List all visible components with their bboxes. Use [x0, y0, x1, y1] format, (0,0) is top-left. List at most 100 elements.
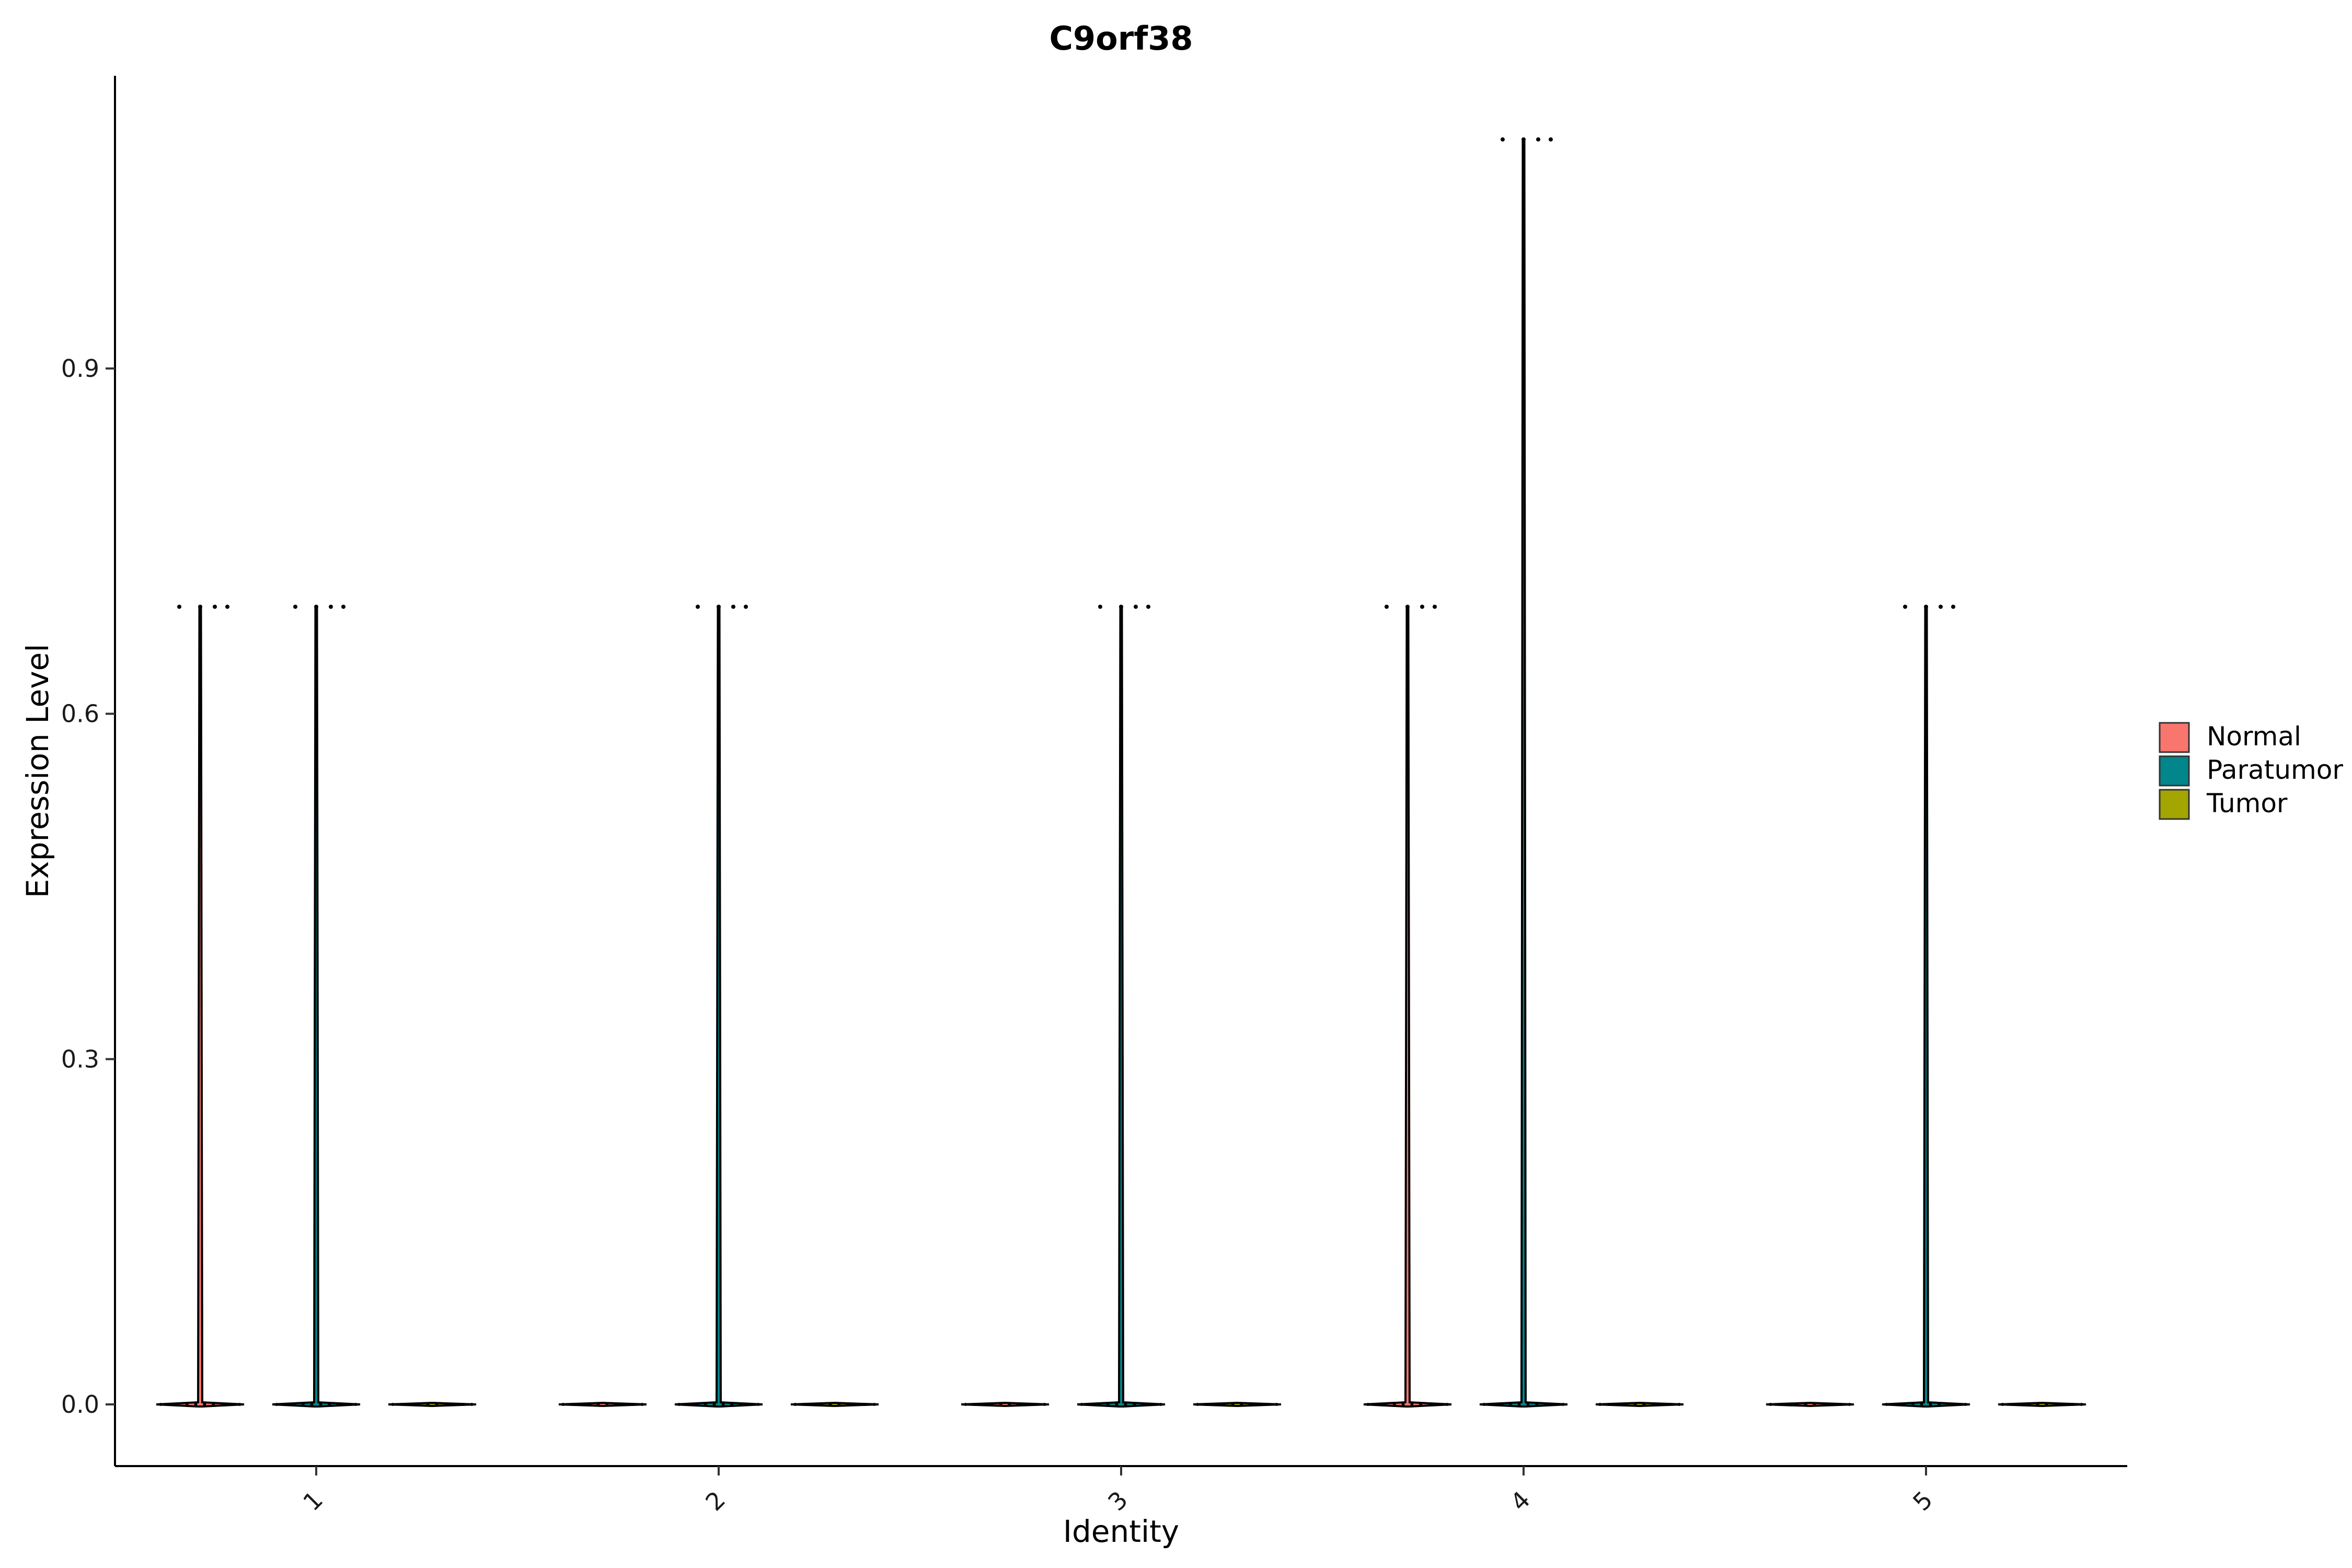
- data-point: [640, 1403, 644, 1406]
- data-point: [756, 1403, 760, 1406]
- data-point: [1924, 604, 1928, 609]
- legend-label: Tumor: [2206, 788, 2288, 818]
- data-point: [1366, 1403, 1370, 1406]
- data-point: [1946, 1403, 1950, 1406]
- data-point: [329, 604, 333, 609]
- data-point: [444, 1403, 447, 1406]
- data-point: [1624, 1403, 1628, 1406]
- data-point: [1521, 137, 1526, 142]
- data-point: [426, 1403, 430, 1406]
- data-point: [846, 1403, 850, 1406]
- data-point: [1903, 604, 1907, 609]
- violin: [1882, 604, 1970, 1408]
- data-point: [982, 1403, 985, 1406]
- data-point: [1633, 1403, 1637, 1406]
- data-point: [229, 1403, 233, 1406]
- data-point: [177, 1403, 180, 1406]
- data-point: [744, 604, 748, 609]
- violin: [1998, 1401, 2086, 1408]
- violin: [558, 1401, 647, 1408]
- data-point: [747, 1403, 751, 1406]
- data-point: [973, 1403, 976, 1406]
- data-point: [159, 1403, 163, 1406]
- violin: [674, 604, 763, 1408]
- violin: [1766, 1401, 1854, 1408]
- data-point: [1142, 1403, 1145, 1406]
- data-point: [1769, 1403, 1772, 1406]
- violin: [388, 1401, 477, 1408]
- data-point: [1482, 1403, 1486, 1406]
- legend-item: Paratumor: [2159, 755, 2343, 787]
- data-point: [811, 1403, 814, 1406]
- data-point: [731, 604, 735, 609]
- violin: [961, 1401, 1050, 1408]
- legend-item: Tumor: [2159, 788, 2288, 820]
- data-point: [1830, 1403, 1834, 1406]
- violin: [1595, 1401, 1684, 1408]
- data-point: [310, 1403, 314, 1406]
- data-point: [1964, 1403, 1967, 1406]
- data-point: [570, 1403, 574, 1406]
- data-point: [168, 1403, 171, 1406]
- data-point: [1501, 137, 1505, 142]
- data-point: [1375, 1403, 1379, 1406]
- data-point: [213, 604, 217, 609]
- data-point: [284, 1403, 287, 1406]
- y-axis-title: Expression Level: [20, 644, 55, 898]
- data-point: [1911, 1403, 1915, 1406]
- data-point: [417, 1403, 421, 1406]
- data-point: [1231, 1403, 1235, 1406]
- violin: [1077, 604, 1166, 1408]
- violin-shape: [1363, 605, 1452, 1408]
- data-point: [1196, 1403, 1200, 1406]
- data-point: [1839, 1403, 1842, 1406]
- data-point: [717, 604, 721, 609]
- data-point: [2045, 1403, 2048, 1406]
- y-tick-label: 0.9: [61, 354, 99, 383]
- y-axis-ticks: 0.0 0.3 0.6 0.9: [61, 354, 115, 1419]
- data-point: [704, 1403, 707, 1406]
- y-tick-label: 0.6: [61, 700, 99, 728]
- data-point: [1115, 1403, 1119, 1406]
- data-point: [1445, 1403, 1449, 1406]
- data-point: [1133, 1403, 1136, 1406]
- data-point: [605, 1403, 609, 1406]
- data-point: [1124, 1403, 1127, 1406]
- data-point: [1134, 604, 1138, 609]
- data-point: [712, 1403, 716, 1406]
- data-point: [1491, 1403, 1495, 1406]
- data-point: [1813, 1403, 1816, 1406]
- data-point: [1146, 604, 1150, 609]
- data-point: [221, 1403, 224, 1406]
- data-point: [203, 1403, 206, 1406]
- data-point: [1536, 137, 1540, 142]
- data-point: [1258, 1403, 1261, 1406]
- data-point: [739, 1403, 742, 1406]
- data-point: [225, 604, 229, 609]
- plot-area: [156, 137, 2086, 1408]
- data-point: [293, 604, 297, 609]
- legend-item: Normal: [2159, 721, 2301, 753]
- legend-label: Normal: [2207, 721, 2301, 752]
- violin: [1193, 1401, 1282, 1408]
- violin-shape: [1077, 605, 1166, 1408]
- data-point: [872, 1403, 876, 1406]
- data-point: [579, 1403, 582, 1406]
- data-point: [1098, 1403, 1101, 1406]
- violin: [156, 604, 245, 1408]
- data-point: [2027, 1403, 2031, 1406]
- data-point: [1786, 1403, 1790, 1406]
- data-point: [400, 1403, 403, 1406]
- data-point: [614, 1403, 618, 1406]
- data-point: [354, 1403, 358, 1406]
- data-point: [855, 1403, 858, 1406]
- data-point: [1008, 1403, 1011, 1406]
- data-point: [1848, 1403, 1851, 1406]
- data-point: [1549, 137, 1553, 142]
- data-point: [2080, 1403, 2083, 1406]
- data-point: [1500, 1403, 1503, 1406]
- data-point: [1106, 1403, 1110, 1406]
- data-point: [730, 1403, 734, 1406]
- data-point: [802, 1403, 806, 1406]
